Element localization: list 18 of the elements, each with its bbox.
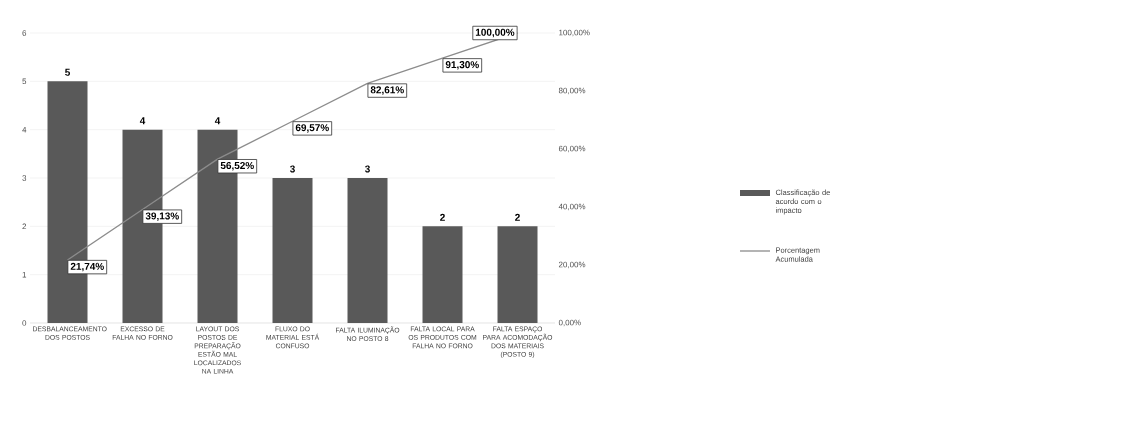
data-label: 56,52% bbox=[220, 161, 254, 171]
data-label: 5 bbox=[65, 68, 70, 76]
data-label: 4 bbox=[139, 117, 146, 125]
data-label: 82,61% bbox=[370, 86, 404, 95]
data-label: 2 bbox=[440, 213, 445, 221]
bar bbox=[347, 178, 388, 323]
data-label: 2 bbox=[515, 213, 520, 221]
data-label: 69,57% bbox=[295, 124, 329, 133]
data-label: 3 bbox=[364, 165, 370, 173]
data-label: 100,00% bbox=[475, 28, 515, 38]
bar bbox=[272, 178, 313, 323]
data-label: 4 bbox=[214, 117, 221, 125]
data-label: 39,13% bbox=[145, 212, 179, 221]
bar bbox=[422, 226, 463, 323]
data-label: 91,30% bbox=[445, 61, 479, 70]
data-label: 3 bbox=[289, 165, 295, 173]
bar bbox=[497, 226, 538, 323]
data-label: 21,74% bbox=[70, 262, 104, 272]
